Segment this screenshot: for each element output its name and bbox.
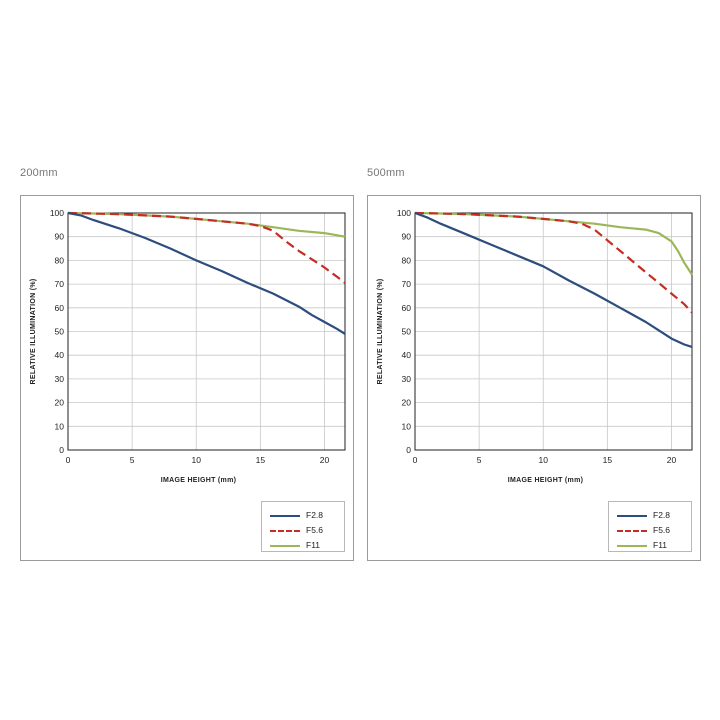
y-tick-label: 20 xyxy=(55,398,65,408)
legend-label-f11: F11 xyxy=(306,540,321,550)
legend-label-f11: F11 xyxy=(653,540,668,550)
x-tick-label: 15 xyxy=(256,455,266,465)
y-tick-label: 10 xyxy=(402,421,412,431)
y-tick-label: 80 xyxy=(55,255,65,265)
legend-label-f5-6: F5.6 xyxy=(306,525,324,535)
y-tick-label: 50 xyxy=(402,327,412,337)
legend-entry-f5-6: F5.6 xyxy=(262,523,344,539)
y-tick-label: 30 xyxy=(55,374,65,384)
chart-panel-500mm: 0 5 10 15 20 0 10 20 30 40 50 60 70 80 90 100 IMAGE HEIG… xyxy=(367,195,701,561)
y-tick-label: 50 xyxy=(55,327,65,337)
relative-illumination-chart-200mm: 0 5 10 15 20 0 10 20 30 40 50 60 70 80 90 100 IMAGE HEIG… xyxy=(30,208,346,484)
y-tick-label: 100 xyxy=(50,208,64,218)
plot-frame xyxy=(67,212,346,451)
legend-label-f2-8: F2.8 xyxy=(306,510,324,520)
legend-swatch-f2-8 xyxy=(270,515,300,517)
series-line-f5-6 xyxy=(414,211,693,314)
y-tick-label: 40 xyxy=(55,350,65,360)
y-tick-label: 20 xyxy=(402,398,412,408)
y-axis-title: RELATIVE ILLUMINATION (%) xyxy=(377,278,384,384)
legend-swatch-f5-6 xyxy=(270,530,300,532)
x-axis-title: IMAGE HEIGHT (mm) xyxy=(161,477,237,484)
x-tick-label: 10 xyxy=(539,455,549,465)
series-line-f11 xyxy=(414,211,693,276)
x-tick-label: 10 xyxy=(192,455,202,465)
series-line-f5-6 xyxy=(67,211,346,284)
y-tick-label: 10 xyxy=(55,421,65,431)
y-tick-label: 90 xyxy=(55,232,65,242)
legend-swatch-f5-6 xyxy=(617,530,647,532)
chart-legend: F2.8 F5.6 F11 xyxy=(261,501,345,552)
legend-entry-f11: F11 xyxy=(262,538,344,554)
legend-swatch-f11 xyxy=(270,545,300,547)
legend-entry-f5-6: F5.6 xyxy=(609,523,691,539)
legend-entry-f11: F11 xyxy=(609,538,691,554)
legend-entry-f2-8: F2.8 xyxy=(609,508,691,524)
y-tick-label: 70 xyxy=(55,279,65,289)
legend-entry-f2-8: F2.8 xyxy=(262,508,344,524)
plot-frame xyxy=(414,212,693,451)
y-tick-label: 100 xyxy=(397,208,411,218)
legend-label-f5-6: F5.6 xyxy=(653,525,671,535)
y-tick-label: 40 xyxy=(402,350,412,360)
chart-caption-200mm: 200mm xyxy=(20,167,58,179)
legend-swatch-f2-8 xyxy=(617,515,647,517)
y-tick-label: 60 xyxy=(55,303,65,313)
y-axis-title: RELATIVE ILLUMINATION (%) xyxy=(30,278,37,384)
series-line-f2-8 xyxy=(414,211,693,348)
x-tick-label: 5 xyxy=(477,455,482,465)
legend-swatch-f11 xyxy=(617,545,647,547)
x-tick-label: 0 xyxy=(66,455,71,465)
relative-illumination-chart-500mm: 0 5 10 15 20 0 10 20 30 40 50 60 70 80 90 100 IMAGE HEIG… xyxy=(377,208,693,484)
x-axis-title: IMAGE HEIGHT (mm) xyxy=(508,477,584,484)
y-tick-label: 90 xyxy=(402,232,412,242)
x-tick-label: 5 xyxy=(130,455,135,465)
chart-panel-200mm: 0 5 10 15 20 0 10 20 30 40 50 60 70 80 90 100 IMAGE HEIG… xyxy=(20,195,354,561)
y-tick-label: 0 xyxy=(59,445,64,455)
y-tick-label: 0 xyxy=(406,445,411,455)
x-tick-label: 0 xyxy=(413,455,418,465)
y-tick-label: 80 xyxy=(402,255,412,265)
y-tick-label: 60 xyxy=(402,303,412,313)
x-tick-label: 15 xyxy=(603,455,613,465)
x-tick-label: 20 xyxy=(667,455,677,465)
y-tick-label: 30 xyxy=(402,374,412,384)
chart-caption-500mm: 500mm xyxy=(367,167,405,179)
chart-legend: F2.8 F5.6 F11 xyxy=(608,501,692,552)
legend-label-f2-8: F2.8 xyxy=(653,510,671,520)
series-line-f2-8 xyxy=(67,211,346,335)
x-tick-label: 20 xyxy=(320,455,330,465)
y-tick-label: 70 xyxy=(402,279,412,289)
